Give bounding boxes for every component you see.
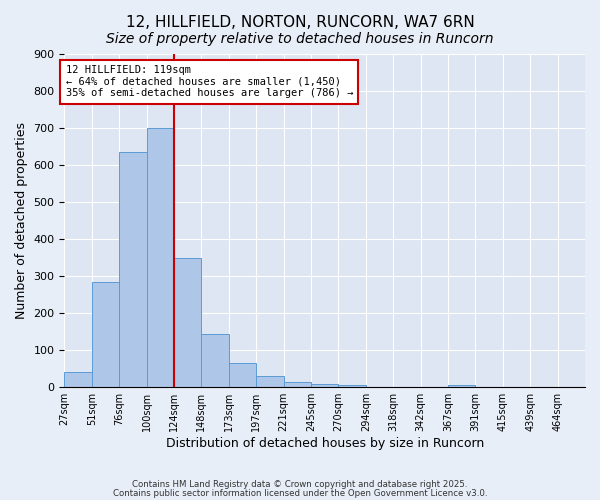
Text: 12, HILLFIELD, NORTON, RUNCORN, WA7 6RN: 12, HILLFIELD, NORTON, RUNCORN, WA7 6RN bbox=[125, 15, 475, 30]
Bar bbox=[448, 386, 475, 387]
Bar bbox=[338, 386, 366, 387]
Bar bbox=[311, 384, 338, 387]
Bar bbox=[202, 334, 229, 387]
X-axis label: Distribution of detached houses by size in Runcorn: Distribution of detached houses by size … bbox=[166, 437, 484, 450]
Text: Size of property relative to detached houses in Runcorn: Size of property relative to detached ho… bbox=[106, 32, 494, 46]
Bar bbox=[92, 282, 119, 387]
Text: Contains public sector information licensed under the Open Government Licence v3: Contains public sector information licen… bbox=[113, 488, 487, 498]
Bar bbox=[64, 372, 92, 387]
Bar bbox=[229, 363, 256, 387]
Text: 12 HILLFIELD: 119sqm
← 64% of detached houses are smaller (1,450)
35% of semi-de: 12 HILLFIELD: 119sqm ← 64% of detached h… bbox=[65, 65, 353, 98]
Bar bbox=[256, 376, 284, 387]
Bar bbox=[284, 382, 311, 387]
Bar bbox=[146, 128, 174, 387]
Y-axis label: Number of detached properties: Number of detached properties bbox=[15, 122, 28, 319]
Bar bbox=[119, 152, 146, 387]
Bar bbox=[174, 258, 202, 387]
Text: Contains HM Land Registry data © Crown copyright and database right 2025.: Contains HM Land Registry data © Crown c… bbox=[132, 480, 468, 489]
